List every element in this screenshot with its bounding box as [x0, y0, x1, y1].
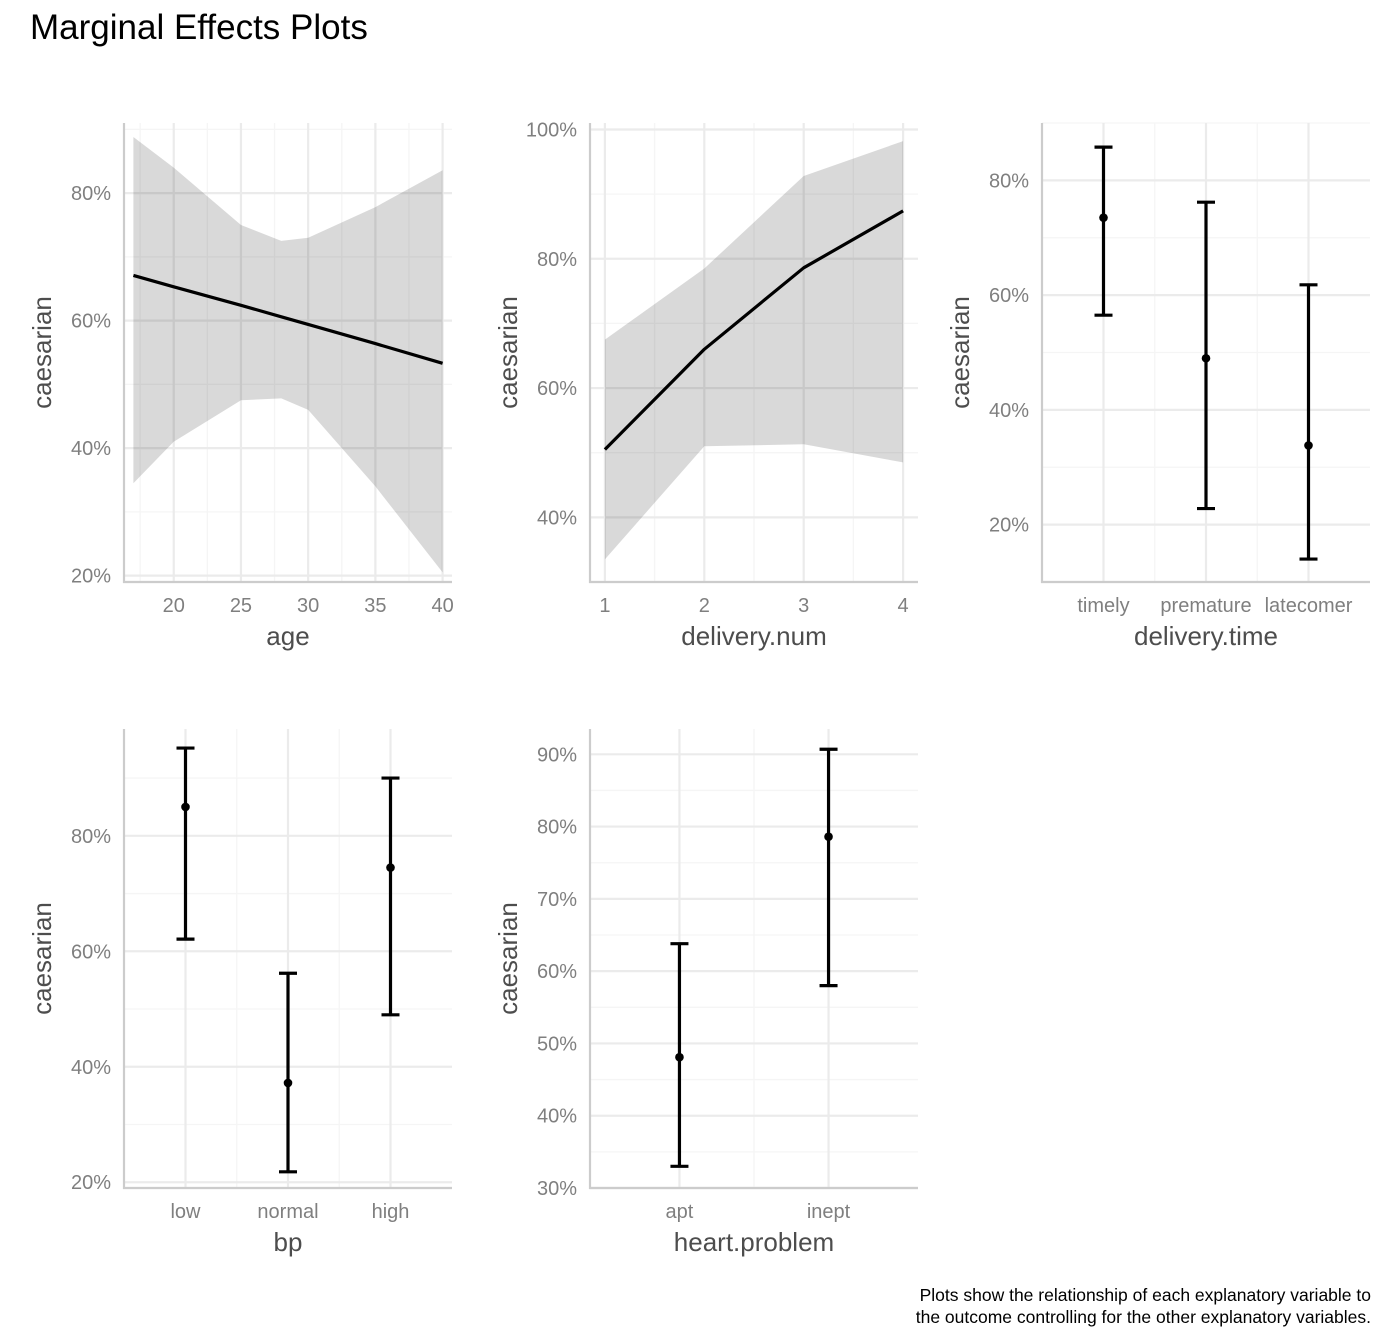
y-axis-title: caesarian [27, 902, 57, 1015]
x-tick-label: high [372, 1201, 410, 1223]
y-tick-label: 40% [71, 1057, 111, 1079]
point-estimate [675, 1052, 684, 1062]
y-tick-label: 60% [71, 941, 111, 963]
x-tick-label: 4 [898, 595, 909, 617]
confidence-ribbon [604, 141, 904, 560]
x-tick-label: 3 [798, 595, 809, 617]
y-tick-label: 30% [537, 1178, 577, 1200]
x-tick-label: apt [666, 1201, 694, 1223]
x-tick-label: 1 [599, 595, 610, 617]
errorbar-apt [670, 942, 689, 1168]
y-tick-label: 80% [71, 183, 111, 205]
x-axis-title: delivery.num [681, 621, 826, 651]
x-axis-title: delivery.time [1134, 621, 1278, 651]
y-tick-label: 50% [537, 1033, 577, 1055]
caption-line-2: the outcome controlling for the other ex… [915, 1307, 1371, 1327]
y-tick-label: 80% [537, 249, 577, 271]
errorbar-timely [1094, 145, 1113, 317]
x-tick-label: low [170, 1201, 201, 1223]
y-tick-label: 40% [71, 438, 111, 460]
x-tick-label: inept [807, 1201, 851, 1223]
point-estimate [824, 832, 833, 842]
y-tick-label: 40% [537, 507, 577, 529]
point-estimate [1304, 441, 1313, 450]
point-estimate [181, 802, 190, 812]
y-tick-label: 20% [71, 1172, 111, 1194]
y-tick-label: 40% [537, 1106, 577, 1128]
chart-panel-4: 20% 40% 60% 80% low normal high bp caesarian [27, 729, 452, 1257]
x-tick-label: 20 [163, 595, 185, 617]
caption: Plots show the relationship of each expl… [916, 1284, 1371, 1328]
errorbar-normal [279, 971, 297, 1174]
x-tick-label: normal [257, 1201, 318, 1223]
x-tick-label: premature [1160, 595, 1251, 617]
x-tick-label: 35 [364, 595, 386, 617]
effect-line [603, 209, 904, 451]
y-tick-label: 80% [537, 817, 577, 839]
y-tick-label: 60% [537, 378, 577, 400]
chart-panel-1: 20% 40% 60% 80% 20 25 30 35 40 age caesarian [27, 123, 454, 651]
y-axis-title: caesarian [27, 296, 57, 409]
x-tick-label: timely [1077, 595, 1129, 617]
x-tick-label: 2 [699, 595, 710, 617]
x-tick-label: 30 [297, 595, 319, 617]
y-tick-label: 60% [989, 285, 1029, 307]
x-axis-title: heart.problem [674, 1227, 834, 1257]
errorbar-latecomer [1299, 283, 1318, 561]
x-tick-label: latecomer [1265, 595, 1353, 617]
x-axis-title: bp [274, 1227, 303, 1257]
x-axis-title: age [266, 621, 309, 651]
y-tick-label: 60% [537, 961, 577, 983]
y-axis-title: caesarian [493, 902, 523, 1015]
errorbar-inept [819, 747, 838, 988]
errorbar-high [381, 776, 400, 1017]
y-tick-label: 100% [526, 119, 577, 141]
y-tick-label: 70% [537, 889, 577, 911]
chart-panel-5: 30% 40% 50% 60% 70% 80% 90% apt inept heart.probl… [493, 729, 918, 1257]
y-tick-label: 80% [71, 826, 111, 848]
y-tick-label: 40% [989, 400, 1029, 422]
caption-line-1: Plots show the relationship of each expl… [919, 1285, 1371, 1305]
y-tick-label: 90% [537, 744, 577, 766]
y-tick-label: 20% [989, 515, 1029, 537]
page-title: Marginal Effects Plots [30, 8, 368, 47]
point-estimate [1201, 353, 1211, 363]
effect-line [132, 273, 444, 365]
y-axis-title: caesarian [945, 296, 975, 409]
errorbar-low [176, 746, 195, 941]
y-axis-title: caesarian [493, 296, 523, 409]
x-tick-label: 40 [431, 595, 453, 617]
point-estimate [1099, 213, 1108, 222]
confidence-ribbon [133, 137, 443, 573]
point-estimate [283, 1078, 293, 1088]
chart-panel-3: 20% 40% 60% 80% timely premature latecomer deli… [945, 122, 1370, 651]
point-estimate [386, 863, 395, 872]
y-tick-label: 80% [989, 170, 1029, 192]
chart-panel-2: 40% 60% 80% 100% 1 2 3 4 delivery.num caesarian [493, 119, 918, 651]
y-tick-label: 60% [71, 311, 111, 333]
y-tick-label: 20% [71, 566, 111, 588]
errorbar-premature [1197, 200, 1215, 511]
x-tick-label: 25 [230, 595, 252, 617]
